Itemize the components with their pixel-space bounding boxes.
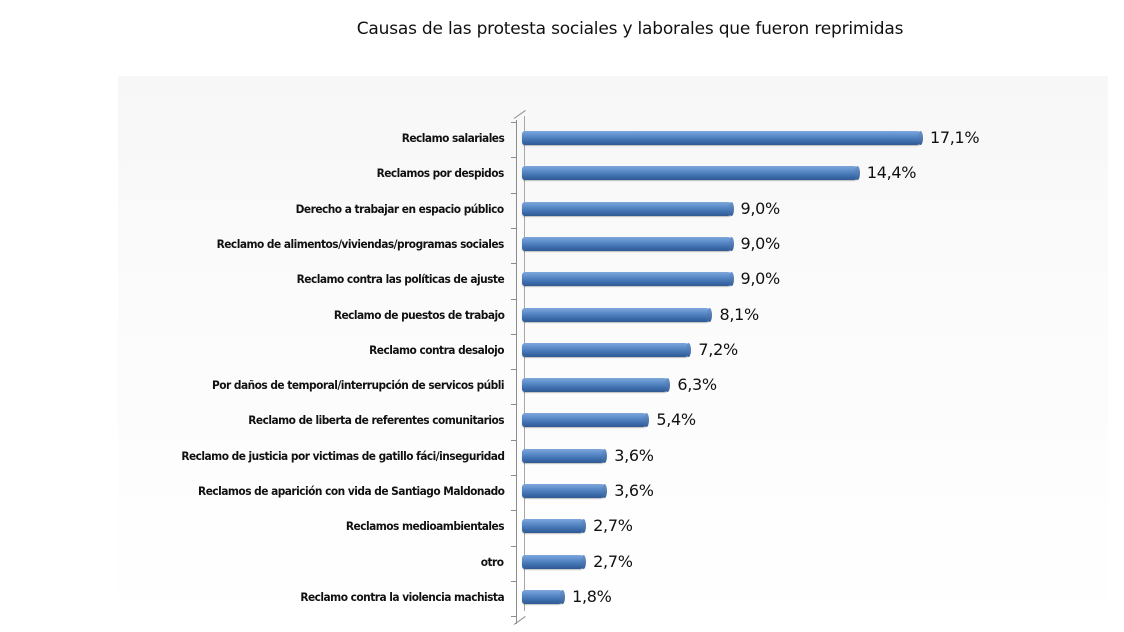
bar xyxy=(522,554,587,569)
value-label: 3,6% xyxy=(614,481,654,500)
bar xyxy=(522,166,860,181)
bar xyxy=(522,448,608,463)
category-label: otro xyxy=(481,554,504,569)
category-label: Derecho a trabajar en espacio público xyxy=(296,201,504,216)
value-label: 2,7% xyxy=(593,551,633,571)
category-axis-line xyxy=(516,120,517,624)
bar xyxy=(522,519,587,534)
category-label: Reclamo de justicia por victimas de gati… xyxy=(180,448,505,463)
category-label: Reclamo contra desalojo xyxy=(369,342,504,357)
value-label: 9,0% xyxy=(740,269,781,289)
value-label: 1,8% xyxy=(572,586,612,606)
category-label: Reclamo salariales xyxy=(401,131,504,145)
value-label: 14,4% xyxy=(866,163,917,183)
category-axis-back-wall xyxy=(524,116,525,611)
bar-row: Reclamo salariales 17,1% xyxy=(0,128,1124,148)
value-label: 7,2% xyxy=(698,339,738,359)
axis-tick xyxy=(511,616,517,618)
value-label: 6,3% xyxy=(677,375,717,395)
axis-tick xyxy=(511,333,517,335)
bar-row: Reclamo de alimentos/viviendas/programas… xyxy=(0,234,1124,254)
axis-tick xyxy=(511,192,517,194)
value-label: 17,1% xyxy=(930,128,980,147)
axis-tick xyxy=(511,439,517,441)
axis-tick xyxy=(511,157,517,159)
bar-row: Reclamo de puestos de trabajo 8,1% xyxy=(0,305,1124,325)
bar xyxy=(522,342,692,357)
bar-row: Reclamo contra desalojo 7,2% xyxy=(0,340,1124,360)
bar-row: Derecho a trabajar en espacio público 9,… xyxy=(0,199,1124,219)
bar-row: Reclamo de justicia por victimas de gati… xyxy=(0,446,1124,466)
bar-row: Reclamo contra la violencia machista 1,8… xyxy=(0,587,1124,607)
value-label: 9,0% xyxy=(740,198,781,218)
bar xyxy=(522,589,566,604)
axis-tick xyxy=(511,545,517,547)
axis-tick xyxy=(511,369,517,371)
bar xyxy=(522,307,713,322)
bar xyxy=(522,484,608,498)
bar xyxy=(522,131,923,145)
bar xyxy=(522,272,734,287)
axis-tick xyxy=(511,404,517,406)
axis-tick xyxy=(511,510,517,512)
bar xyxy=(522,378,671,393)
axis-tick xyxy=(511,227,517,229)
category-label: Reclamos de aparición con vida de Santia… xyxy=(197,484,505,498)
value-label: 8,1% xyxy=(719,304,759,324)
chart-title: Causas de las protesta sociales y labora… xyxy=(356,19,904,39)
bar-row: Reclamos por despidos 14,4% xyxy=(0,163,1124,183)
category-label: Reclamo contra la violencia machista xyxy=(300,589,504,604)
value-label: 3,6% xyxy=(614,445,654,465)
bar-row: Por daños de temporal/interrupción de se… xyxy=(0,375,1124,395)
bar xyxy=(522,236,734,251)
bar xyxy=(522,201,734,216)
bar-row: Reclamo de liberta de referentes comunit… xyxy=(0,410,1124,430)
axis-tick xyxy=(511,475,517,476)
value-label: 9,0% xyxy=(740,233,781,253)
category-label: Reclamos medioambientales xyxy=(345,519,505,534)
bar-row: otro 2,7% xyxy=(0,552,1124,572)
axis-tick xyxy=(511,122,517,123)
category-label: Reclamo de liberta de referentes comunit… xyxy=(248,413,504,428)
category-label: Reclamo contra las políticas de ajuste xyxy=(296,272,504,287)
category-label: Reclamo de alimentos/viviendas/programas… xyxy=(216,236,505,251)
axis-tick xyxy=(511,580,517,582)
value-label: 5,4% xyxy=(656,410,696,430)
bar xyxy=(522,413,650,428)
axis-tick xyxy=(511,263,517,265)
bar-row: Reclamo contra las políticas de ajuste 9… xyxy=(0,269,1124,289)
category-label: Por daños de temporal/interrupción de se… xyxy=(211,378,505,393)
value-label: 2,7% xyxy=(593,516,633,536)
category-label: Reclamos por despidos xyxy=(376,166,505,181)
axis-tick xyxy=(511,298,517,300)
category-label: Reclamo de puestos de trabajo xyxy=(333,307,504,322)
bar-row: Reclamos medioambientales 2,7% xyxy=(0,516,1124,536)
bar-row: Reclamos de aparición con vida de Santia… xyxy=(0,481,1124,501)
